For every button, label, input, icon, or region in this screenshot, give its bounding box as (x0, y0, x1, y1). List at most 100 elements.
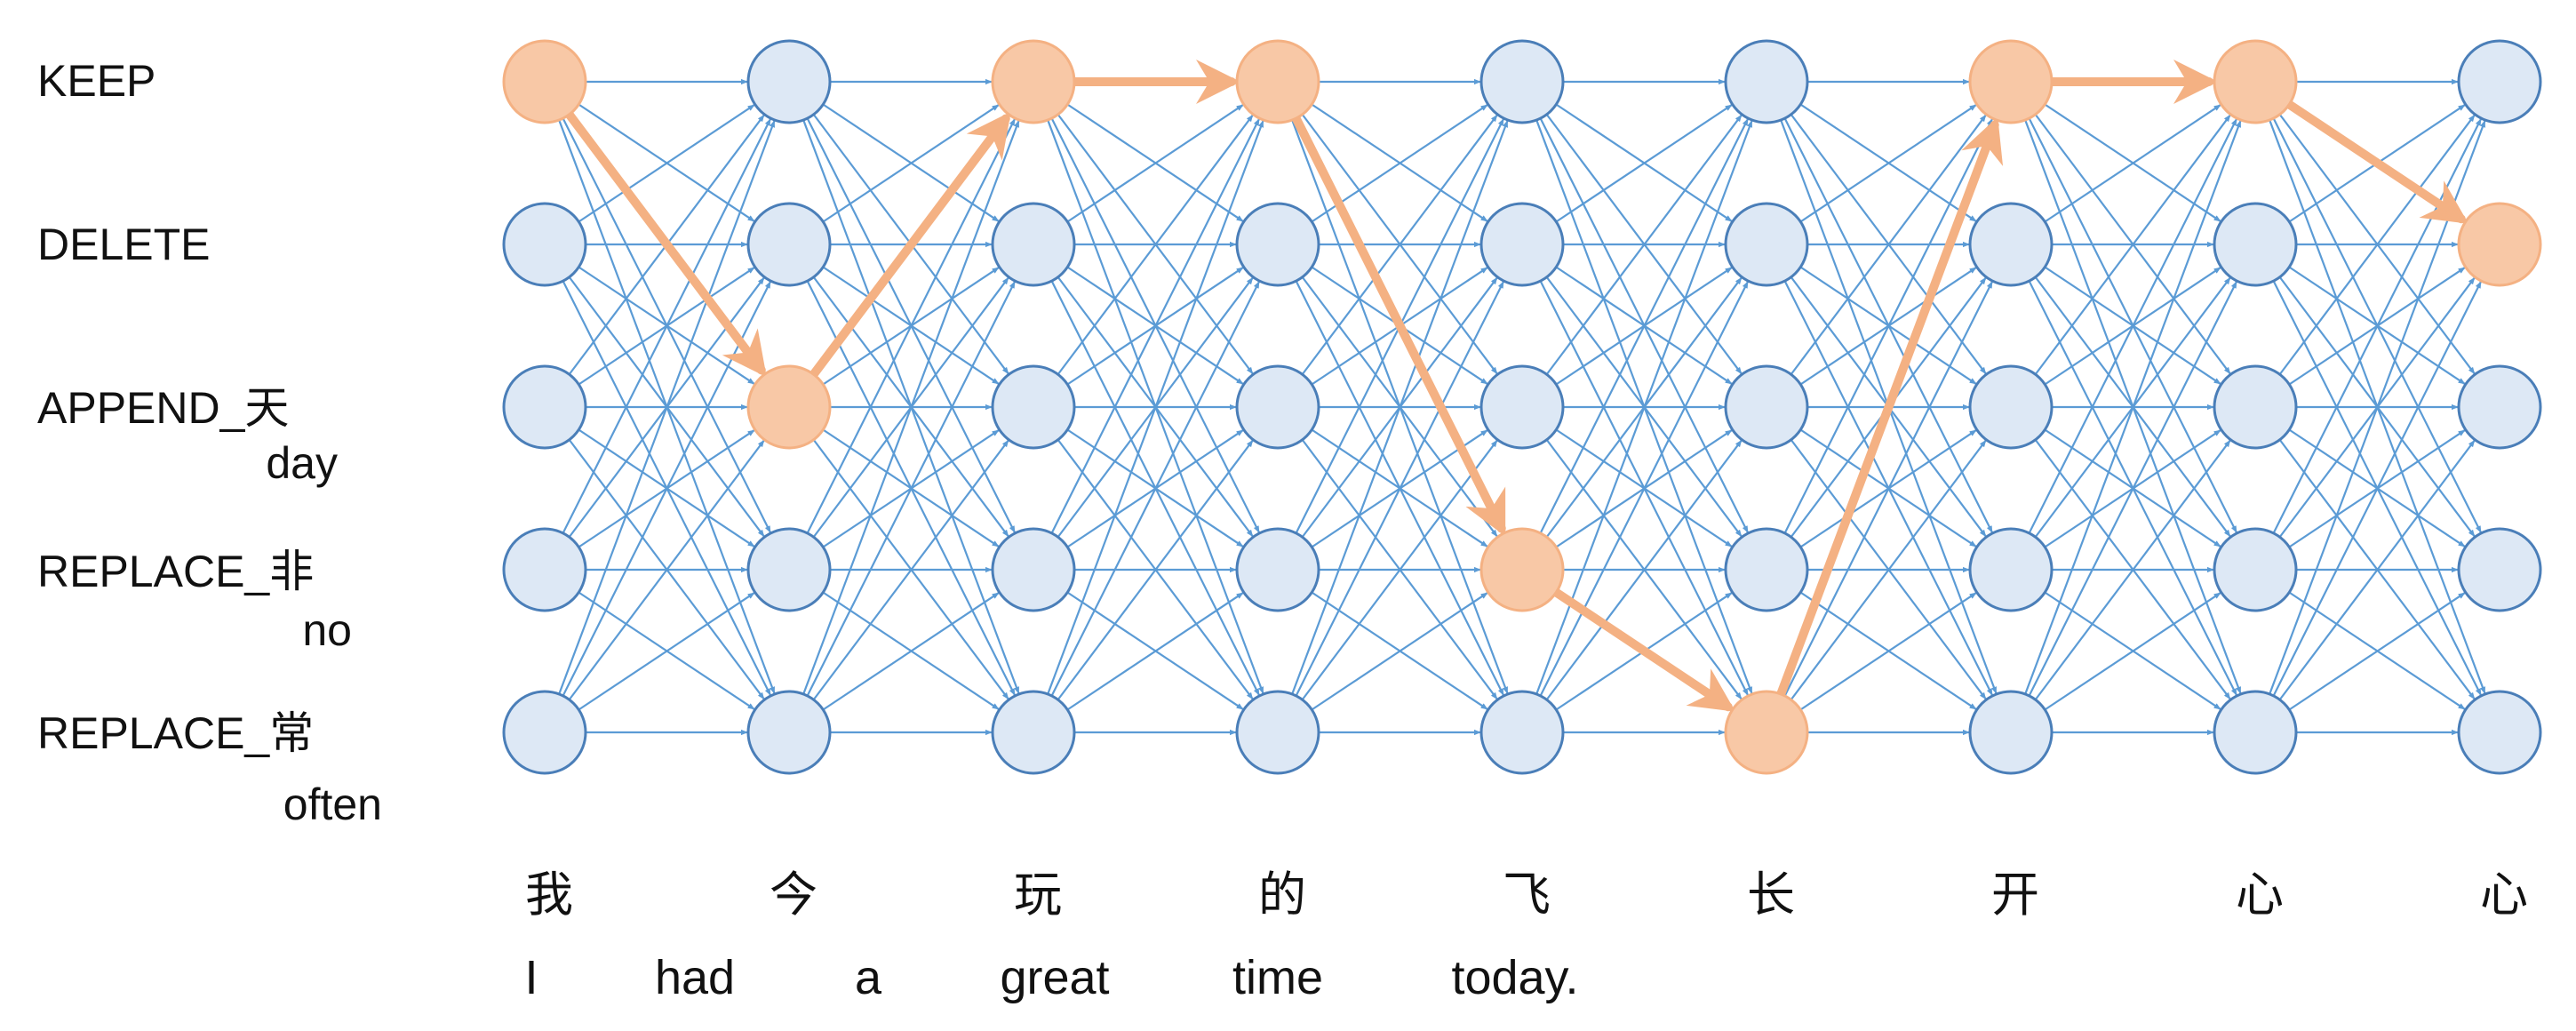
lattice-edge (1311, 592, 1488, 711)
lattice-edge (806, 281, 1016, 697)
lattice-edge (2028, 281, 2237, 697)
row-translation-replace-fei: no (302, 605, 352, 655)
lattice-edge (1545, 439, 1743, 700)
lattice-edge (1790, 439, 1987, 700)
source-token: 长 (1747, 867, 1795, 923)
selected-tag-node (502, 39, 587, 124)
tag-node (1235, 690, 1320, 775)
lattice-edge (1291, 120, 1509, 695)
lattice-edge (2034, 439, 2231, 700)
selected-tag-node (991, 39, 1076, 124)
tag-node (1968, 527, 2054, 612)
tag-node (502, 527, 587, 612)
lattice-edge (2278, 439, 2476, 700)
selected-path-arrow (1291, 114, 1506, 537)
row-label-append: APPEND_天 (37, 383, 289, 433)
tag-node (1479, 39, 1565, 124)
tag-node (2457, 690, 2542, 775)
source-token: 飞 (1503, 867, 1551, 923)
selected-tag-node (2457, 202, 2542, 287)
lattice-edge (2034, 114, 2231, 375)
tag-node (1968, 690, 2054, 775)
tag-node (1724, 364, 1809, 450)
selected-path-arrow (1776, 116, 2004, 699)
source-token: 玩 (1014, 867, 1062, 923)
lattice-edge (2024, 120, 2242, 695)
lattice-edge (1057, 114, 1254, 375)
translation-row: I had a great time today. (524, 951, 1578, 1004)
tag-node (2213, 202, 2298, 287)
lattice-edge (1050, 281, 1260, 697)
tag-node (2213, 364, 2298, 450)
selected-tag-node (1968, 39, 2054, 124)
tag-node (2213, 690, 2298, 775)
lattice-edge (1301, 114, 1498, 375)
tag-node (991, 690, 1076, 775)
lattice-edge (1783, 118, 1993, 534)
translation-word: a (855, 951, 882, 1004)
translation-word: I (524, 951, 538, 1004)
tag-node (1235, 364, 1320, 450)
lattice-edge (578, 104, 755, 223)
lattice-edge (2044, 592, 2221, 711)
tag-node (746, 202, 832, 287)
row-translation-append: day (266, 438, 338, 488)
selected-path-arrow (809, 111, 1011, 380)
row-label-delete: DELETE (37, 220, 211, 269)
tag-node (502, 364, 587, 450)
selected-tag-node (746, 364, 832, 450)
lattice-edge (558, 120, 776, 695)
tag-node (1968, 364, 2054, 450)
selected-tag-node (1724, 690, 1809, 775)
lattice-edge (802, 120, 1020, 695)
source-token: 心 (2236, 867, 2284, 923)
lattice-edge (562, 118, 771, 534)
source-token: 今 (770, 867, 817, 923)
selected-path-arrow (1551, 587, 1736, 712)
lattice-edge (1066, 104, 1244, 223)
tag-node (2457, 527, 2542, 612)
lattice-edge (568, 439, 765, 700)
tag-node (1724, 527, 1809, 612)
lattice-edge (2288, 592, 2466, 711)
lattice-edge (1799, 104, 1977, 223)
tag-node (502, 202, 587, 287)
tag-node (2457, 39, 2542, 124)
source-token: 心 (2480, 867, 2528, 923)
tag-node (746, 39, 832, 124)
lattice-edge (1555, 104, 1733, 223)
lattice-nodes (502, 39, 2542, 775)
tag-node (2213, 527, 2298, 612)
selected-path-arrow (2285, 100, 2469, 224)
selected-path-edges (564, 60, 2469, 712)
lattice-edge (2278, 114, 2476, 375)
translation-word: great (1000, 951, 1109, 1004)
source-token-row: 我 今 玩 的 飞 长 开 心 心 (525, 867, 2528, 923)
lattice-edge (1301, 439, 1498, 700)
lattice-edge (1799, 592, 1977, 711)
tag-node (991, 202, 1076, 287)
lattice-edge (812, 439, 1009, 700)
lattice-edge (1050, 118, 1260, 534)
tag-node (1235, 527, 1320, 612)
lattice-edge (1047, 120, 1264, 695)
tag-node (746, 527, 832, 612)
tag-node (1724, 39, 1809, 124)
selected-tag-node (1479, 527, 1565, 612)
lattice-edge (1066, 592, 1244, 711)
tag-node (991, 527, 1076, 612)
lattice-edge (1539, 118, 1749, 534)
lattice-edge (1545, 114, 1743, 375)
translation-word: time (1232, 951, 1323, 1004)
selected-tag-node (1235, 39, 1320, 124)
tag-node (1479, 364, 1565, 450)
row-translation-replace-chang: often (283, 779, 382, 829)
lattice-edge (1790, 114, 1987, 375)
tag-node (746, 690, 832, 775)
row-label-replace-chang: REPLACE_常 (37, 708, 314, 758)
translation-word: today. (1451, 951, 1578, 1004)
lattice-edge (1783, 281, 1993, 697)
tag-node (1968, 202, 2054, 287)
tag-node (2457, 364, 2542, 450)
selected-path-arrow (564, 109, 767, 378)
